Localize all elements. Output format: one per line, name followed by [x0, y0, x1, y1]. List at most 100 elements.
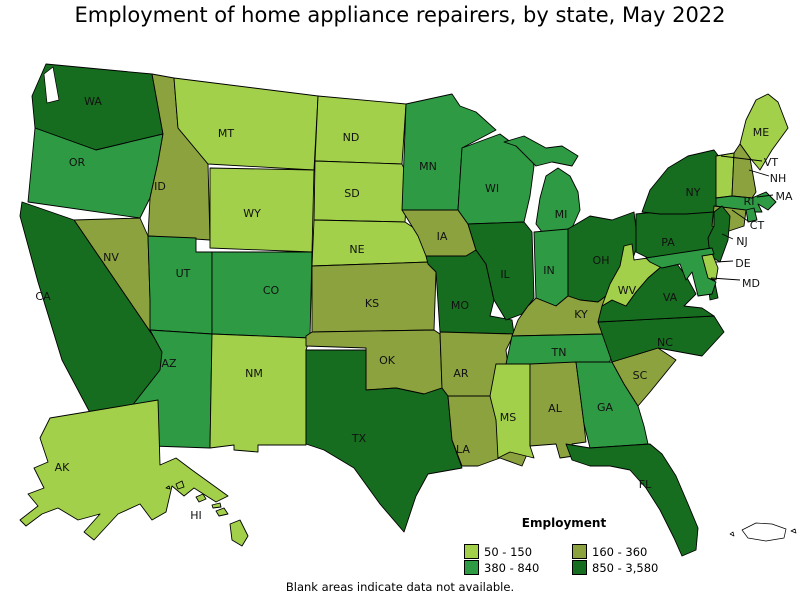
label-hi: HI — [190, 509, 202, 522]
legend-item-1: 160 - 360 — [572, 544, 647, 559]
label-mo: MO — [451, 299, 469, 312]
state-hi-oahu[interactable] — [195, 493, 207, 503]
state-hi-big-island[interactable] — [229, 519, 249, 547]
label-mi: MI — [555, 208, 568, 221]
state-ak[interactable] — [19, 399, 229, 541]
label-fl: FL — [639, 478, 652, 491]
label-ga: GA — [597, 401, 614, 414]
state-ri[interactable] — [745, 207, 758, 223]
state-ks[interactable] — [311, 261, 437, 333]
label-de: DE — [735, 257, 750, 270]
label-in: IN — [543, 264, 554, 277]
label-md: MD — [742, 277, 760, 290]
label-il: IL — [500, 268, 510, 281]
label-ri: RI — [744, 195, 755, 208]
state-tx[interactable] — [305, 349, 463, 533]
leader-line-de — [715, 260, 734, 263]
label-mn: MN — [419, 160, 437, 173]
states-layer — [19, 63, 797, 557]
state-md[interactable] — [645, 247, 717, 297]
state-me[interactable] — [739, 93, 789, 171]
state-il[interactable] — [467, 221, 535, 321]
label-ct: CT — [750, 219, 765, 232]
label-co: CO — [263, 284, 280, 297]
label-ky: KY — [574, 308, 588, 321]
state-vt[interactable] — [715, 152, 735, 199]
label-nh: NH — [770, 172, 787, 185]
label-ny: NY — [686, 186, 701, 199]
legend-swatch-2 — [464, 560, 479, 575]
legend-label-1: 160 - 360 — [592, 544, 648, 559]
state-nm[interactable] — [209, 333, 311, 453]
puerto-rico-outline — [741, 522, 787, 542]
leader-lines — [710, 155, 774, 281]
leader-line-md — [710, 277, 741, 281]
label-az: AZ — [161, 357, 177, 370]
footnote: Blank areas indicate data not available. — [285, 580, 515, 594]
state-hi-molokai[interactable] — [211, 502, 222, 509]
label-tx: TX — [351, 432, 367, 445]
label-wa: WA — [84, 95, 102, 108]
legend-label-3: 850 - 3,580 — [592, 560, 659, 575]
chart-title: Employment of home appliance repairers, … — [74, 3, 726, 27]
legend-item-3: 850 - 3,580 — [572, 560, 658, 575]
state-nd[interactable] — [314, 95, 407, 165]
label-or: OR — [69, 156, 86, 169]
state-hi-maui[interactable] — [215, 507, 229, 517]
state-labels: WA OR CA NV ID MT WY UT CO AZ NM ND SD N… — [35, 95, 793, 522]
label-nj: NJ — [736, 235, 747, 248]
label-va: VA — [663, 291, 678, 304]
leader-line-nh — [748, 169, 770, 177]
label-al: AL — [548, 402, 563, 415]
legend-item-0: 50 - 150 — [464, 544, 532, 559]
legend-swatch-3 — [572, 560, 587, 575]
label-id: ID — [154, 180, 166, 193]
state-mt[interactable] — [173, 77, 319, 171]
label-ia: IA — [437, 230, 448, 243]
state-fl[interactable] — [565, 443, 699, 557]
state-hi-kauai[interactable] — [175, 480, 185, 490]
label-nm: NM — [245, 367, 263, 380]
leader-line-ct — [731, 209, 749, 222]
label-ks: KS — [365, 297, 379, 310]
label-ca: CA — [35, 290, 51, 303]
state-hi-niihau[interactable] — [165, 485, 171, 490]
label-nv: NV — [103, 251, 119, 264]
label-sd: SD — [344, 187, 359, 200]
state-sd[interactable] — [313, 160, 409, 223]
label-ne: NE — [349, 243, 364, 256]
state-mi-upper[interactable] — [503, 135, 579, 167]
label-me: ME — [753, 126, 769, 139]
label-sc: SC — [633, 369, 648, 382]
puerto-rico-islet-east — [790, 528, 797, 534]
label-pa: PA — [661, 236, 675, 249]
label-ma: MA — [775, 190, 792, 203]
state-wi[interactable] — [457, 133, 535, 225]
label-la: LA — [456, 443, 470, 456]
legend-swatch-1 — [572, 544, 587, 559]
label-wv: WV — [618, 284, 637, 297]
state-ut[interactable] — [147, 235, 213, 335]
label-mt: MT — [218, 127, 234, 140]
state-wy[interactable] — [209, 167, 315, 253]
label-wy: WY — [243, 207, 261, 220]
label-ar: AR — [453, 367, 469, 380]
label-ut: UT — [176, 267, 191, 280]
label-wi: WI — [485, 182, 499, 195]
state-ny[interactable] — [641, 149, 723, 215]
state-mo[interactable] — [425, 249, 515, 335]
label-ms: MS — [500, 411, 516, 424]
legend-label-2: 380 - 840 — [484, 560, 540, 575]
state-mi-lower[interactable] — [535, 167, 581, 235]
legend-label-0: 50 - 150 — [484, 544, 533, 559]
label-vt: VT — [764, 156, 779, 169]
label-ok: OK — [379, 354, 396, 367]
leader-line-ma — [756, 194, 774, 198]
legend-title: Employment — [521, 516, 607, 530]
leader-line-vt — [720, 155, 763, 162]
label-oh: OH — [593, 254, 610, 267]
label-nd: ND — [343, 131, 360, 144]
legend-swatch-0 — [464, 544, 479, 559]
